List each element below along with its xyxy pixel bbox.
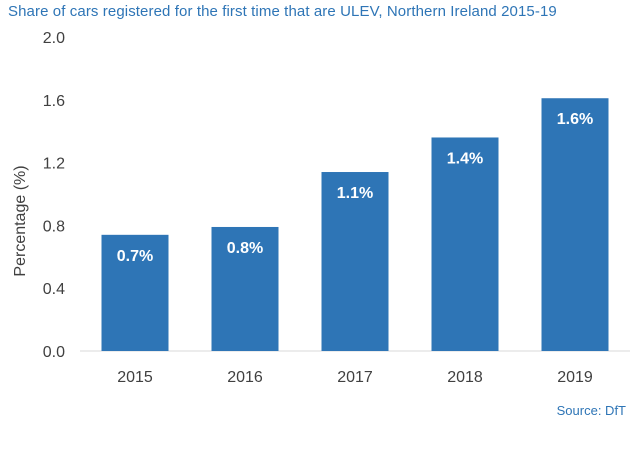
data-label: 1.1% <box>337 185 373 202</box>
y-tick-label: 0.8 <box>43 218 65 235</box>
bar-2019 <box>541 98 609 351</box>
y-axis-title: Percentage (%) <box>12 165 29 276</box>
data-label: 0.7% <box>117 248 153 265</box>
data-label: 1.4% <box>447 150 483 167</box>
source-note: Source: DfT <box>556 403 626 418</box>
y-tick-label: 0.0 <box>43 344 65 361</box>
bar-2015 <box>101 234 169 351</box>
y-tick-label: 1.2 <box>43 156 65 173</box>
chart-title: Share of cars registered for the first t… <box>8 3 557 20</box>
data-label: 0.8% <box>227 240 263 257</box>
bars-group: 0.7% 0.8% 1.1% 1.4% 1.6% <box>101 98 609 351</box>
data-label: 1.6% <box>557 111 593 128</box>
bar-2017 <box>321 172 389 351</box>
y-tick-label: 1.6 <box>43 93 65 110</box>
x-tick-label: 2018 <box>447 369 483 386</box>
x-tick-label: 2015 <box>117 369 153 386</box>
bar-2016 <box>211 226 279 351</box>
y-axis-ticks: 0.0 0.4 0.8 1.2 1.6 2.0 <box>43 30 65 361</box>
x-tick-label: 2017 <box>337 369 373 386</box>
x-axis-ticks: 2015 2016 2017 2018 2019 <box>117 369 593 386</box>
bar-2018 <box>431 137 499 351</box>
y-tick-label: 0.4 <box>43 281 65 298</box>
y-tick-label: 2.0 <box>43 30 65 47</box>
x-tick-label: 2016 <box>227 369 263 386</box>
x-tick-label: 2019 <box>557 369 593 386</box>
